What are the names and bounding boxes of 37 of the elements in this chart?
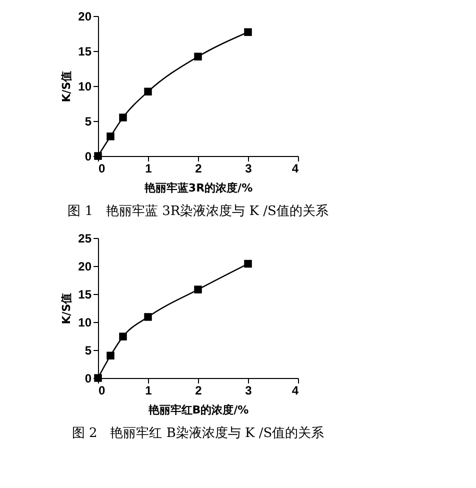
- x-tick-label: 3: [245, 162, 252, 176]
- point: [119, 114, 127, 122]
- point: [244, 260, 252, 268]
- point: [106, 132, 114, 140]
- y-tick-label: 10: [78, 316, 92, 330]
- caption: 图 2 艳丽牢红 B染液浓度与 K /S值的关系: [72, 425, 324, 441]
- point: [106, 352, 114, 360]
- y-tick-label: 15: [78, 44, 92, 58]
- point: [144, 88, 152, 96]
- y-tick-label: 0: [84, 372, 92, 386]
- point: [119, 332, 127, 340]
- y-tick-label: 15: [78, 288, 92, 302]
- y-tick-label: 20: [78, 260, 92, 274]
- x-tick-label: 2: [195, 162, 202, 176]
- x-tick-label: 1: [145, 384, 152, 398]
- x-axis-title: 艳丽牢红B的浓度/%: [147, 404, 249, 416]
- x-tick-label: 3: [245, 384, 252, 398]
- y-tick-label: 5: [84, 114, 92, 128]
- point: [194, 286, 202, 294]
- x-tick-label: 0: [98, 384, 106, 398]
- y-tick-label: 20: [78, 10, 92, 24]
- x-tick-label: 0: [98, 162, 106, 176]
- y-axis-title: K/S值: [60, 292, 74, 324]
- x-tick-label: 2: [195, 384, 202, 398]
- y-tick-label: 0: [84, 150, 92, 164]
- y-tick-label: 10: [78, 80, 92, 94]
- x-axis-title: 艳丽牢蓝3R的浓度/%: [143, 182, 253, 194]
- point: [244, 28, 252, 36]
- x-tick-label: 4: [292, 384, 299, 398]
- point: [144, 313, 152, 321]
- y-tick-label: 5: [84, 344, 92, 358]
- x-tick-label: 1: [145, 162, 152, 176]
- caption: 图 1 艳丽牢蓝 3R染液浓度与 K /S值的关系: [68, 203, 328, 219]
- x-tick-label: 4: [292, 162, 299, 176]
- y-axis-title: K/S值: [60, 70, 74, 102]
- point: [194, 52, 202, 60]
- y-tick-label: 25: [78, 232, 92, 246]
